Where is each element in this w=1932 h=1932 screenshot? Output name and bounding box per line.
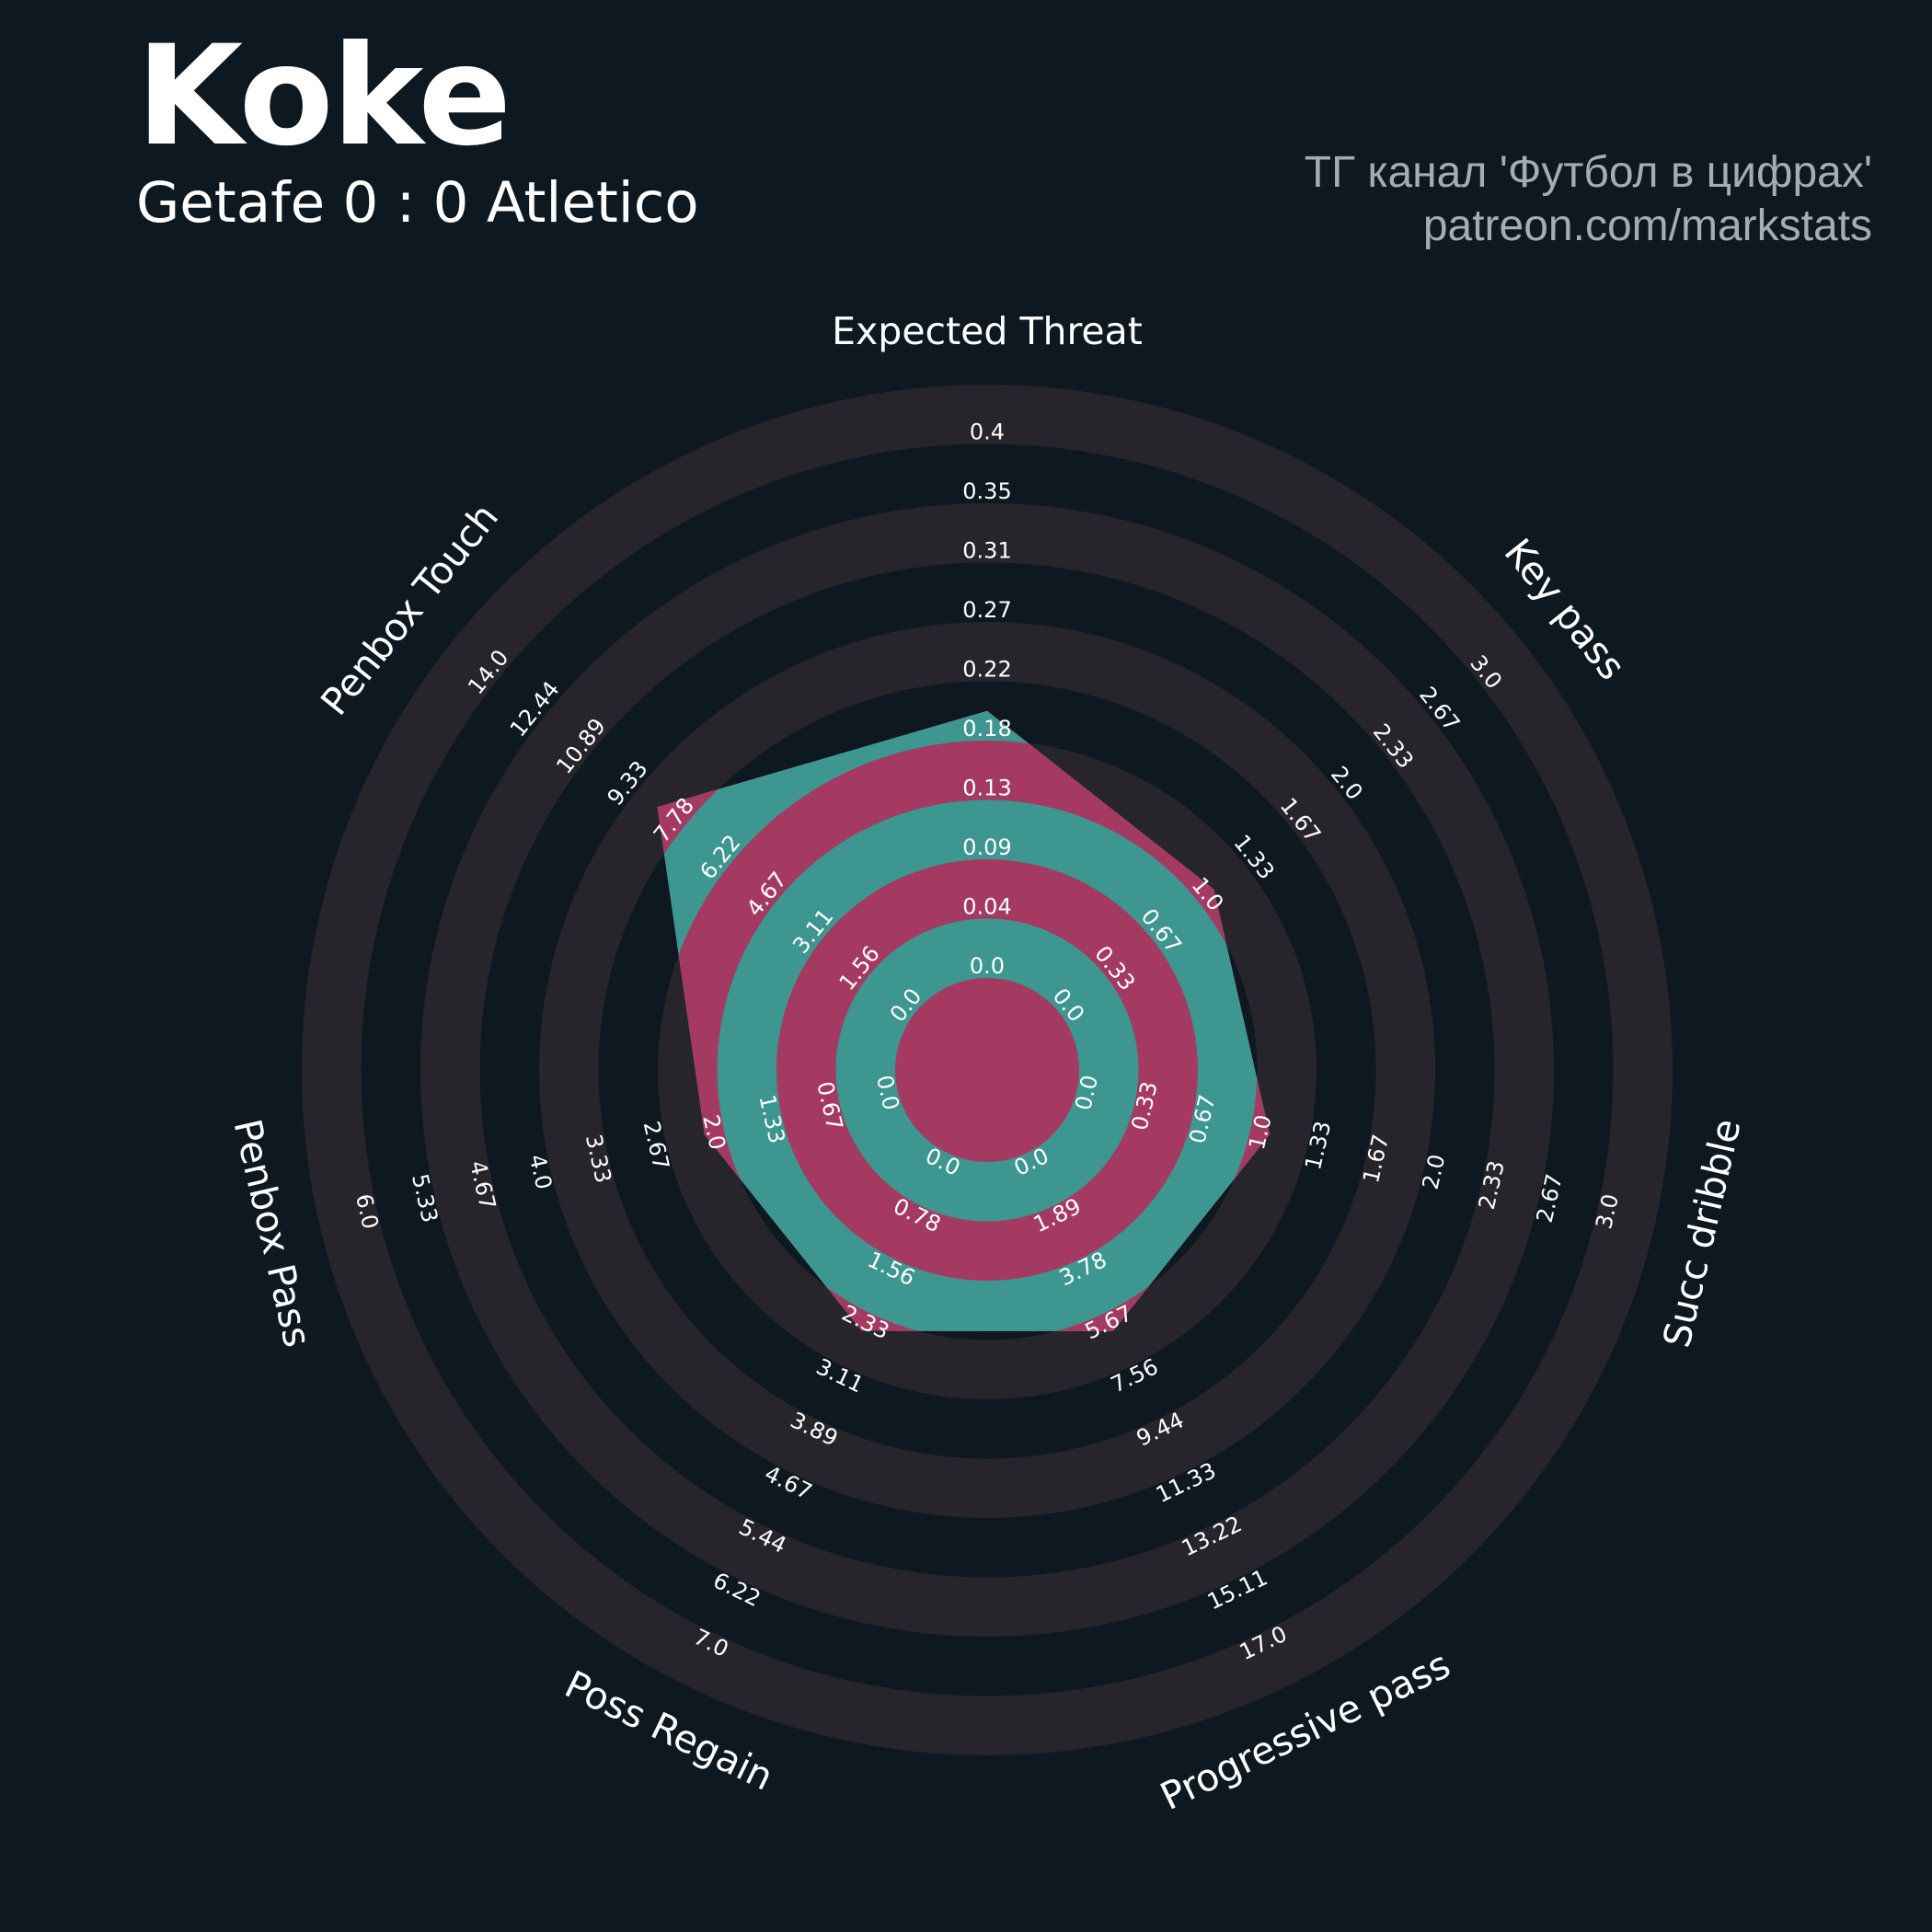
player-name-title: Koke	[136, 17, 512, 177]
tick-label: 0.4	[970, 420, 1005, 445]
tick-label: 0.13	[962, 776, 1011, 801]
axis-label-expected-threat: Expected Threat	[832, 309, 1143, 353]
tick-label: 0.09	[962, 834, 1011, 860]
axis-label-penbox-pass: Penbox Pass	[224, 1115, 319, 1351]
axis-label-succ-dribble: Succ dribble	[1654, 1115, 1749, 1351]
tick-label: 0.22	[962, 657, 1011, 683]
tick-label: 0.0	[970, 953, 1005, 979]
overlap-center	[895, 978, 1079, 1162]
tick-label: 0.04	[962, 894, 1011, 920]
credit-telegram: ТГ канал 'Футбол в цифрах'	[1304, 148, 1872, 197]
tick-label: 0.35	[962, 478, 1011, 504]
tick-label: 0.31	[962, 538, 1011, 564]
credit-patreon: patreon.com/markstats	[1422, 201, 1872, 250]
tick-label: 0.27	[962, 597, 1011, 623]
tick-label: 0.18	[962, 716, 1011, 742]
match-subtitle: Getafe 0 : 0 Atletico	[136, 170, 699, 236]
